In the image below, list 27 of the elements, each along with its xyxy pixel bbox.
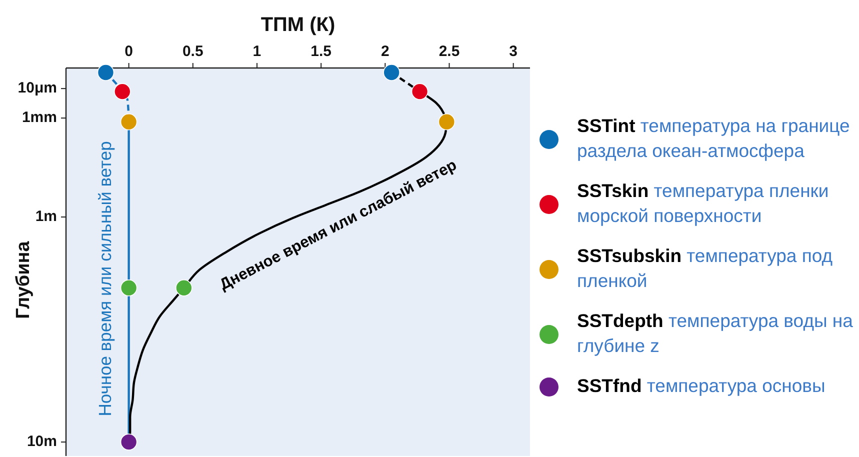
text: SSTsubskin температура под пленкой xyxy=(577,244,833,291)
point xyxy=(97,64,114,81)
x-tick-label: 2 xyxy=(380,43,390,60)
x-tick-label: 1.5 xyxy=(310,43,332,60)
text: 1m xyxy=(35,208,57,225)
point xyxy=(120,113,138,130)
y-axis-title: Глубина xyxy=(13,240,34,319)
point xyxy=(120,434,138,450)
x-tick-label: 0 xyxy=(124,43,133,60)
x-tick-label: 1 xyxy=(252,43,262,60)
x-tick-label: 3 xyxy=(509,43,518,60)
text: 1mm xyxy=(22,109,57,126)
legend-label: SSTfnd температура основы xyxy=(577,374,826,396)
x-tick-label: 0.5 xyxy=(182,43,204,60)
text: 10μm xyxy=(18,80,57,97)
point xyxy=(438,113,456,130)
text: Ночное время или сильный ветер xyxy=(94,141,114,416)
point xyxy=(383,64,400,81)
point xyxy=(120,280,138,296)
x-axis-title: ТПМ (К) xyxy=(260,14,336,36)
text: SSTskin температура пленки морской поверхности xyxy=(577,180,829,226)
x-tick-label: 2.5 xyxy=(438,43,460,60)
point xyxy=(411,83,428,100)
text: SSTint температура на границе раздела океан-атмосфера xyxy=(577,114,850,161)
point xyxy=(176,280,192,296)
text: 10m xyxy=(26,433,57,450)
text: SSTdepth температура воды на глубине z xyxy=(577,310,853,356)
